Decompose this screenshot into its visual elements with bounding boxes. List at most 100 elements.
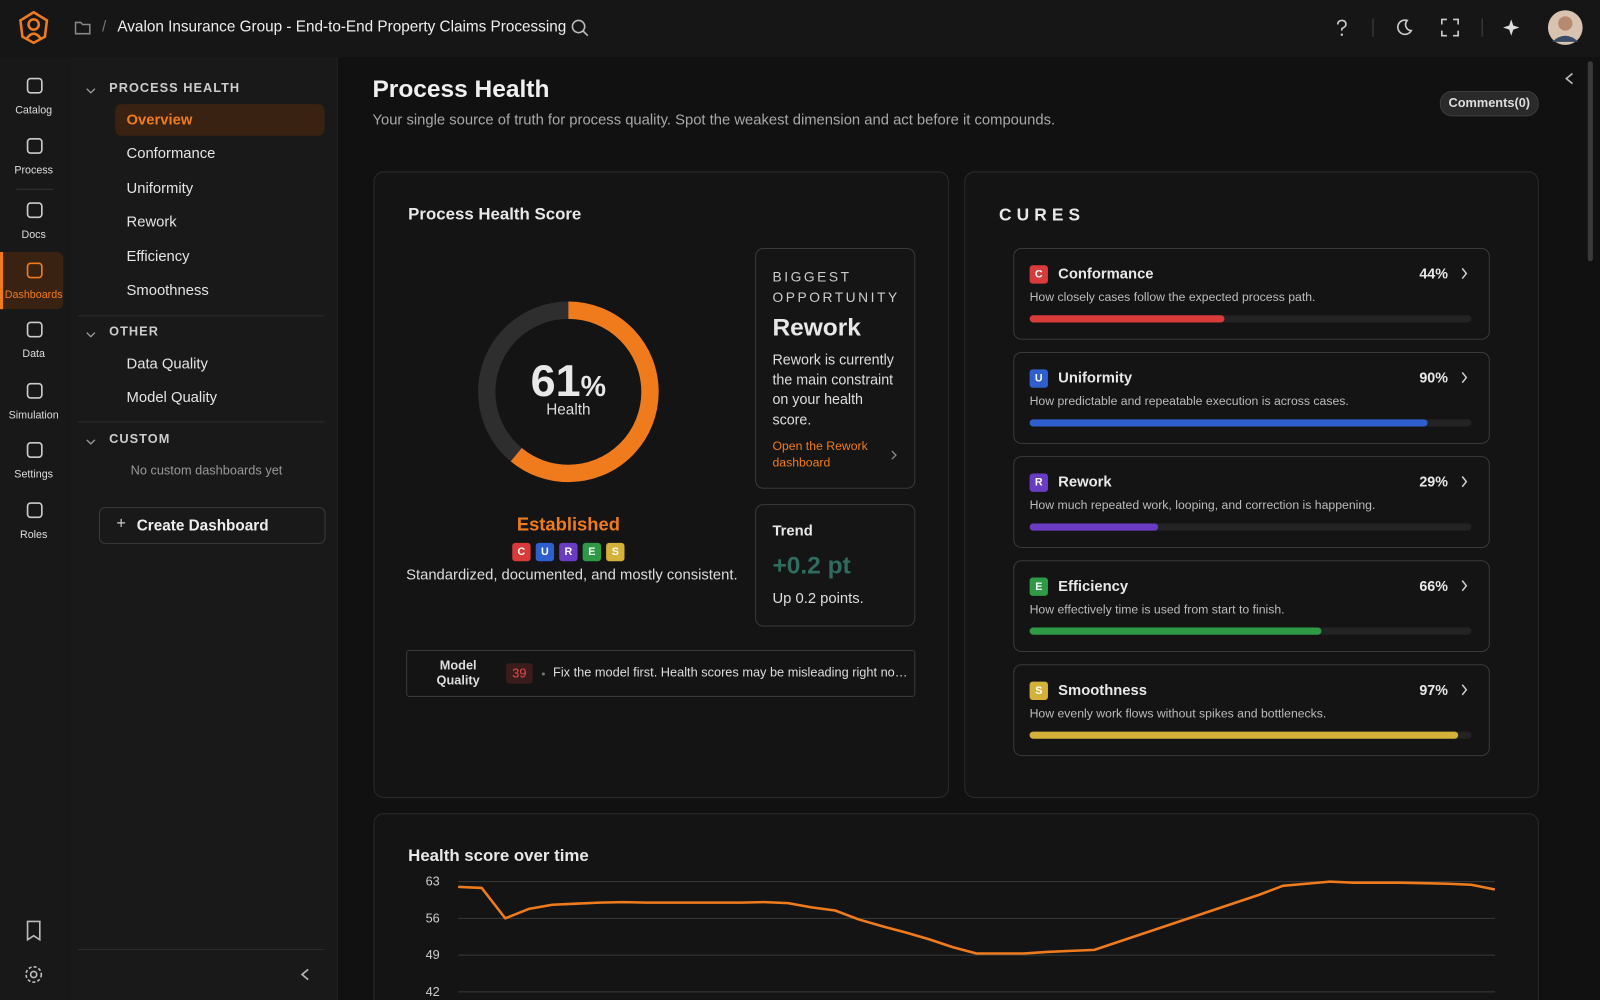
opportunity-link[interactable]: Open the Rework dashboard	[772, 438, 868, 469]
divider	[1372, 18, 1374, 37]
comments-button[interactable]: Comments(0)	[1439, 90, 1539, 117]
cure-description: How predictable and repeatable execution…	[1029, 393, 1349, 409]
section-chevron[interactable]	[86, 437, 96, 447]
score-value: 61	[530, 356, 581, 407]
rail-label[interactable]: Roles	[19, 528, 48, 541]
chevron-path	[1461, 580, 1468, 592]
search-icon[interactable]	[570, 18, 589, 37]
sidebar-item[interactable]: Conformance	[126, 146, 216, 163]
cure-value: 90%	[1419, 369, 1448, 386]
bookmark-icon[interactable]	[24, 920, 42, 941]
level: Established	[516, 514, 620, 535]
help-icon[interactable]	[1332, 17, 1352, 37]
cure-description: How much repeated work, looping, and cor…	[1029, 497, 1376, 513]
fullscreen-icon[interactable]	[1440, 17, 1460, 37]
scrollbar	[1587, 61, 1593, 262]
page-title: Process Health	[372, 75, 550, 104]
level-description: Standardized, documented, and mostly con…	[406, 567, 738, 584]
cure-track	[1029, 315, 1472, 323]
sidebar-item[interactable]: Uniformity	[126, 180, 194, 197]
divider	[77, 421, 325, 423]
rail-label[interactable]: Catalog	[15, 104, 53, 117]
cure-bar	[1029, 627, 1322, 635]
section-chevron[interactable]	[86, 330, 96, 340]
rail-icon	[26, 137, 43, 154]
breadcrumb[interactable]: Avalon Insurance Group - End-to-End Prop…	[117, 18, 567, 36]
rail-icon	[26, 382, 43, 399]
collapse-panel[interactable]	[1563, 71, 1575, 85]
breadcrumb-separator: /	[102, 18, 107, 36]
page-subtitle: Your single source of truth for process …	[372, 112, 1056, 129]
dot	[541, 672, 545, 676]
icon-shape	[26, 202, 43, 219]
icon-shape	[26, 382, 43, 399]
chevron	[1461, 267, 1468, 280]
cures-title: CURES	[998, 205, 1086, 225]
chevron	[1461, 580, 1468, 592]
empty-note: No custom dashboards yet	[130, 463, 283, 478]
y-tick-label: 56	[426, 910, 440, 925]
sidebar-item[interactable]: Overview	[126, 112, 193, 129]
chart-title: Health score over time	[408, 846, 589, 866]
rail-divider	[16, 188, 54, 190]
rail-icon	[26, 442, 43, 458]
ai-icon[interactable]	[1502, 17, 1522, 37]
section-chevron[interactable]	[86, 86, 96, 96]
theme-icon[interactable]	[1395, 18, 1413, 36]
chart-card	[373, 813, 1539, 1000]
section-title[interactable]: CUSTOM	[109, 431, 171, 446]
cure-card[interactable]: S Smoothness 97% How evenly work flows with…	[1013, 664, 1490, 757]
line-chart: 63 56 49 42	[426, 874, 1496, 999]
chevron	[1461, 476, 1468, 488]
create-dashboard-button[interactable]: + Create Dashboard	[98, 507, 326, 544]
model-quality-score: 39	[506, 663, 533, 684]
sidebar-item[interactable]: Data Quality	[126, 356, 208, 373]
cure-bar	[1029, 315, 1224, 323]
sidebar-item[interactable]: Rework	[126, 214, 177, 231]
chevron-path	[1461, 476, 1468, 488]
rail-label[interactable]: Simulation	[8, 409, 59, 422]
letter-badge: E	[582, 542, 602, 562]
topbar	[0, 0, 1600, 58]
rail-icon	[26, 321, 43, 338]
collapse-sidebar[interactable]	[299, 967, 311, 981]
cure-name: Rework	[1058, 474, 1112, 491]
icon-shape	[26, 262, 43, 279]
sidebar-item[interactable]: Smoothness	[126, 282, 209, 299]
section-title[interactable]: PROCESS HEALTH	[109, 80, 241, 95]
rail-label[interactable]: Settings	[14, 468, 54, 481]
rail-label[interactable]: Data	[22, 347, 45, 361]
cure-card[interactable]: E Efficiency 66% How effectively time is us…	[1013, 560, 1490, 653]
cure-card[interactable]: C Conformance 44% How closely cases follow …	[1013, 247, 1490, 340]
folder-icon[interactable]	[73, 18, 91, 36]
sidebar-item[interactable]: Efficiency	[126, 248, 190, 265]
gear-icon[interactable]	[23, 964, 43, 984]
section-title[interactable]: OTHER	[109, 324, 159, 339]
cure-name: Uniformity	[1058, 370, 1133, 387]
sidebar-item[interactable]: Model Quality	[126, 390, 217, 407]
model-quality-message: Fix the model first. Health scores may b…	[553, 665, 908, 680]
chevron	[891, 450, 897, 460]
icon-shape	[26, 502, 43, 519]
rail-icon	[26, 77, 43, 94]
cure-name: Efficiency	[1058, 578, 1129, 595]
trend-text: Up 0.2 points.	[772, 590, 864, 608]
chevron	[86, 88, 96, 94]
gauge-arc	[478, 301, 659, 483]
cure-card[interactable]: R Rework 29% How much repeated work, loopin…	[1013, 456, 1490, 548]
rail-label[interactable]: Dashboards	[4, 288, 63, 302]
cure-name: Smoothness	[1058, 682, 1147, 699]
avatar[interactable]	[1547, 9, 1584, 46]
model-quality-row[interactable]: Model Quality 39 Fix the model first. He…	[406, 649, 916, 697]
rail-label[interactable]: Process	[14, 164, 54, 177]
letter-badge: R	[559, 542, 578, 562]
trend-box: Trend +0.2 pt Up 0.2 points.	[755, 504, 916, 627]
rail-label[interactable]: Docs	[21, 228, 46, 241]
rail-icon	[26, 202, 43, 219]
logo	[19, 10, 49, 45]
cure-card[interactable]: U Uniformity 90% How predictable and repeat…	[1013, 352, 1490, 444]
letter-badge: S	[606, 542, 625, 562]
cure-description: How effectively time is used from start …	[1029, 602, 1285, 617]
line-series	[458, 880, 1496, 955]
